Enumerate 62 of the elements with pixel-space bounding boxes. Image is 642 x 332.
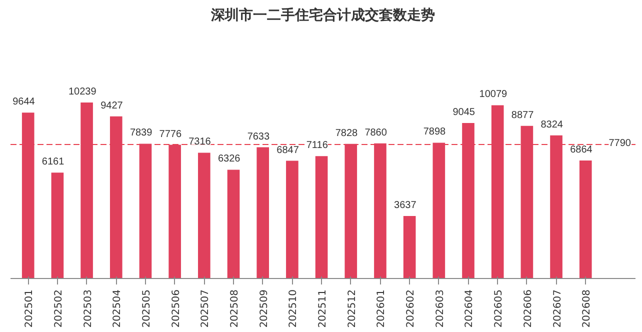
bar bbox=[110, 116, 122, 278]
ref-line-label: 7790 bbox=[608, 138, 632, 150]
data-label: 6161 bbox=[42, 156, 65, 168]
data-label: 7828 bbox=[335, 128, 358, 139]
x-tick-label: 202604 bbox=[464, 289, 476, 328]
x-tick-label: 202502 bbox=[53, 289, 64, 328]
bar bbox=[374, 143, 386, 278]
bar bbox=[491, 105, 504, 278]
bar bbox=[80, 102, 93, 278]
bar bbox=[198, 152, 210, 278]
bar bbox=[403, 216, 416, 278]
x-tick-label: 202509 bbox=[258, 289, 270, 328]
data-label: 10239 bbox=[68, 86, 97, 98]
data-label: 8877 bbox=[511, 110, 534, 121]
data-label: 9427 bbox=[100, 100, 124, 112]
data-label: 7316 bbox=[188, 136, 212, 148]
bar bbox=[462, 122, 474, 278]
data-label: 7898 bbox=[423, 126, 446, 138]
x-tick-label: 202504 bbox=[112, 289, 124, 328]
bar bbox=[550, 135, 562, 278]
bar bbox=[520, 126, 534, 278]
x-tick-label: 202505 bbox=[141, 289, 152, 328]
data-label: 7633 bbox=[247, 131, 270, 142]
data-label: 7860 bbox=[364, 127, 388, 138]
data-label: 6864 bbox=[570, 144, 593, 156]
bar bbox=[579, 160, 592, 278]
x-tick-label: 202602 bbox=[406, 289, 417, 328]
bar bbox=[139, 144, 152, 278]
data-label: 7116 bbox=[306, 140, 328, 152]
data-label: 3637 bbox=[394, 200, 417, 211]
x-tick-label: 202608 bbox=[582, 289, 593, 328]
bar bbox=[286, 160, 298, 278]
data-label: 7839 bbox=[130, 128, 153, 139]
data-label: 8324 bbox=[540, 119, 564, 130]
bar bbox=[432, 142, 446, 278]
bar bbox=[344, 144, 358, 278]
bar bbox=[227, 170, 240, 278]
x-tick-label: 202603 bbox=[434, 289, 446, 328]
data-label: 6326 bbox=[218, 154, 241, 165]
x-tick-label: 202506 bbox=[170, 289, 182, 328]
x-tick-label: 202511 bbox=[318, 289, 329, 328]
bar bbox=[256, 147, 270, 278]
bar bbox=[168, 144, 181, 278]
data-label: 9644 bbox=[12, 96, 36, 108]
bar bbox=[51, 172, 64, 278]
x-tick-label: 202501 bbox=[24, 289, 36, 328]
data-label: 10079 bbox=[479, 89, 508, 100]
data-label: 9045 bbox=[452, 106, 476, 118]
data-label: 6847 bbox=[276, 144, 300, 156]
x-tick-label: 202606 bbox=[522, 289, 534, 328]
chart-title: 深圳市一二手住宅合计成交套数走势 bbox=[210, 6, 435, 24]
x-tick-label: 202607 bbox=[552, 289, 564, 328]
x-tick-label: 202507 bbox=[200, 289, 212, 328]
x-tick-label: 202601 bbox=[376, 289, 388, 328]
bar bbox=[315, 156, 328, 278]
data-label: 7776 bbox=[159, 128, 182, 140]
x-tick-label: 202512 bbox=[346, 289, 358, 328]
bar bbox=[22, 112, 34, 278]
x-tick-label: 202508 bbox=[230, 289, 241, 328]
x-tick-label: 202605 bbox=[494, 289, 505, 328]
x-tick-label: 202510 bbox=[288, 289, 300, 328]
x-tick-label: 202503 bbox=[82, 289, 94, 328]
